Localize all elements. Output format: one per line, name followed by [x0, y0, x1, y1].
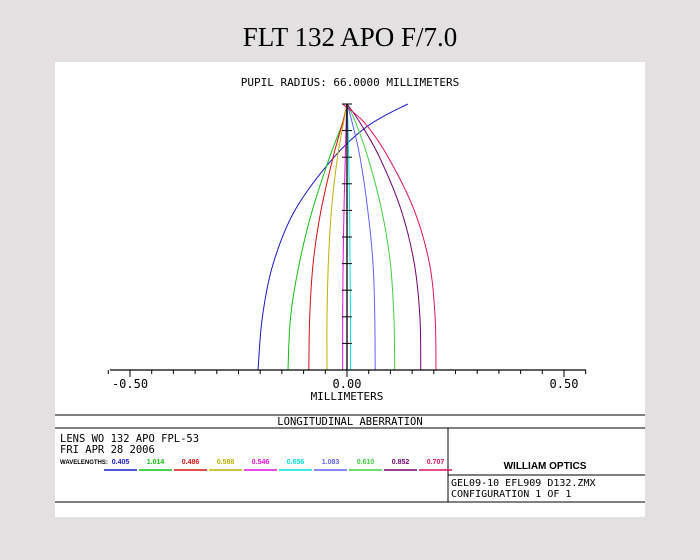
company-name: WILLIAM OPTICS [504, 461, 587, 472]
aberration-curve-9 [346, 103, 422, 371]
axis-layer [107, 103, 587, 377]
legend-label-5: 0.546 [252, 459, 270, 466]
aberration-chart: PUPIL RADIUS: 66.0000 MILLIMETERS -0.50 … [55, 76, 645, 503]
date-text: FRI APR 28 2006 [60, 444, 155, 456]
legend-label-8: 0.610 [357, 459, 375, 466]
aberration-curve-3 [308, 103, 348, 371]
aberration-curve-10 [342, 103, 437, 371]
legend-label-2: 1.014 [147, 459, 165, 466]
x-tick-label-neg: -0.50 [112, 377, 148, 391]
legend-label-3: 0.486 [182, 459, 200, 466]
info-block: LONGITUDINAL ABERRATION LENS WO 132 APO … [55, 414, 645, 503]
aberration-curve-1 [257, 103, 409, 371]
aberration-curve-4 [326, 103, 348, 371]
legend-label-6: 0.656 [287, 459, 305, 466]
configuration-text: CONFIGURATION 1 OF 1 [451, 489, 571, 500]
page-title: FLT 132 APO F/7.0 [242, 22, 458, 52]
filename-text: GEL09-10 EFL909 D132.ZMX [451, 478, 596, 489]
x-tick-label-zero: 0.00 [333, 377, 362, 391]
aberration-curve-7 [346, 103, 376, 371]
lens-name: LENS WO 132 APO FPL-53 [60, 433, 199, 445]
legend-label-10: 0.707 [427, 459, 445, 466]
panel-title: LONGITUDINAL ABERRATION [277, 416, 422, 428]
legend-label-7: 1.083 [322, 459, 340, 466]
aberration-curve-2 [287, 103, 348, 371]
legend-label-4: 0.588 [217, 459, 235, 466]
x-tick-label-pos: 0.50 [550, 377, 579, 391]
x-axis-label: MILLIMETERS [311, 390, 384, 403]
legend-label-9: 0.852 [392, 459, 410, 466]
legend-label-1: 0.405 [112, 459, 130, 466]
aberration-plot-panel: PUPIL RADIUS: 66.0000 MILLIMETERS -0.50 … [55, 62, 645, 517]
aberration-curve-8 [346, 103, 396, 371]
wavelengths-label: WAVELENGTHS: [60, 460, 108, 466]
chart-title: PUPIL RADIUS: 66.0000 MILLIMETERS [241, 76, 460, 89]
legend: 0.405 1.014 0.486 0.588 0.546 0.656 1.083 0.610… [104, 459, 452, 471]
